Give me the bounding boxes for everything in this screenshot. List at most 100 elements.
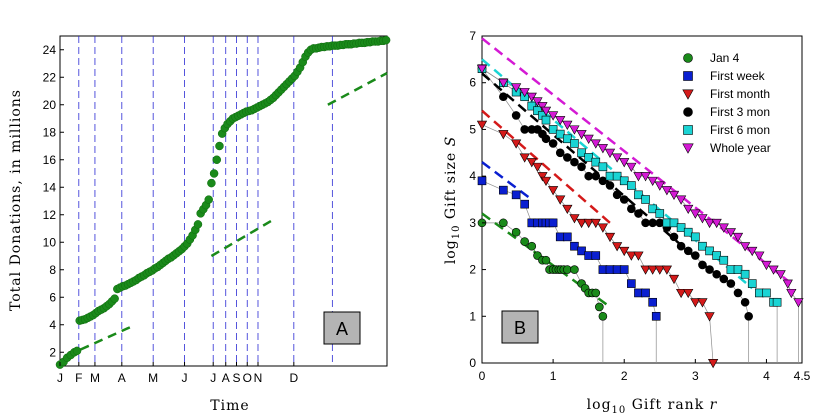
y-tick-label: 7 [469, 29, 476, 43]
data-point [627, 279, 636, 288]
trend-line [210, 219, 273, 258]
data-point [519, 88, 530, 98]
data-point [520, 125, 529, 134]
data-point [520, 199, 529, 209]
legend-marker [683, 71, 693, 81]
data-point [576, 218, 587, 229]
data-point [584, 251, 593, 260]
x-tick-label: A [118, 371, 126, 385]
data-point [520, 237, 529, 246]
data-point [193, 220, 203, 229]
data-point [626, 162, 637, 173]
data-point [676, 195, 687, 205]
data-point [648, 204, 657, 214]
x-tick-label: A [222, 371, 230, 385]
x-tick-label: 1 [550, 369, 557, 383]
y-tick-label: 5 [469, 122, 476, 136]
data-point [583, 134, 594, 144]
data-point [668, 190, 680, 201]
data-point [591, 288, 601, 298]
x-tick-label: D [289, 371, 298, 385]
data-point [627, 204, 636, 214]
panel-a-tag: A [336, 319, 348, 339]
legend-label: First 3 mon [710, 105, 770, 119]
x-tick-label: 3 [692, 369, 699, 383]
data-point [604, 232, 616, 243]
data-point [498, 78, 509, 88]
data-point [775, 270, 786, 280]
data-point [697, 214, 708, 224]
data-point [570, 157, 579, 167]
data-point [576, 130, 587, 140]
data-point [661, 186, 672, 196]
data-point [540, 176, 552, 187]
legend-label: First week [710, 69, 766, 83]
data-point [548, 139, 558, 148]
y-tick-label: 24 [43, 43, 57, 57]
x-tick-label: 4 [763, 369, 770, 383]
data-point [541, 255, 551, 265]
data-point [598, 265, 608, 274]
data-point [215, 141, 224, 151]
data-point [570, 139, 579, 148]
legend-marker [683, 125, 693, 135]
data-point [584, 171, 593, 181]
data-point [541, 134, 551, 144]
data-point [768, 265, 779, 275]
y-tick-label: 4 [49, 318, 56, 332]
data-point [598, 162, 608, 172]
data-point [744, 311, 753, 321]
data-point [526, 158, 537, 168]
data-point [772, 297, 782, 307]
data-point [527, 101, 537, 111]
data-point [740, 269, 750, 279]
series-connector [482, 222, 604, 317]
data-point [591, 157, 601, 167]
panel-a-tag-box [323, 311, 361, 345]
panel-a-ylabel: Total Donations, in millions [8, 89, 24, 311]
panel-b-tag-box [501, 310, 539, 344]
y-tick-label: 16 [43, 153, 57, 167]
data-point [612, 153, 623, 163]
panel-b-tag: B [514, 318, 526, 338]
data-point [733, 265, 743, 274]
data-point [641, 218, 650, 228]
x-tick-label: 0 [479, 369, 486, 383]
data-point [676, 223, 686, 232]
data-point [691, 251, 700, 260]
data-point [740, 297, 750, 307]
data-point [683, 204, 694, 215]
y-tick-label: 6 [49, 290, 56, 304]
data-point [733, 288, 743, 298]
data-point [569, 125, 580, 135]
data-point [207, 178, 216, 188]
data-point [526, 92, 537, 102]
fit-line [481, 161, 533, 201]
data-point [577, 162, 586, 172]
data-point [548, 111, 559, 121]
data-point [704, 218, 715, 229]
y-tick-label: 22 [43, 70, 57, 84]
data-point [640, 265, 651, 275]
data-point [563, 232, 572, 242]
data-point [726, 279, 736, 288]
legend-label: Whole year [710, 141, 771, 155]
data-point [562, 204, 573, 215]
panel-a-frame [59, 35, 388, 367]
data-point [597, 223, 608, 233]
data-point [718, 223, 729, 233]
data-point [704, 312, 715, 322]
data-point [654, 265, 665, 275]
data-point [683, 246, 693, 256]
panel-b-y-ticks: 0 1 2 3 4 5 6 7 [469, 29, 486, 370]
data-point [619, 265, 629, 274]
data-point [698, 260, 707, 270]
data-point [711, 218, 722, 229]
data-point [570, 265, 579, 274]
data-point [634, 190, 643, 200]
data-point [786, 288, 797, 299]
data-point [570, 241, 579, 251]
data-point [498, 130, 509, 140]
